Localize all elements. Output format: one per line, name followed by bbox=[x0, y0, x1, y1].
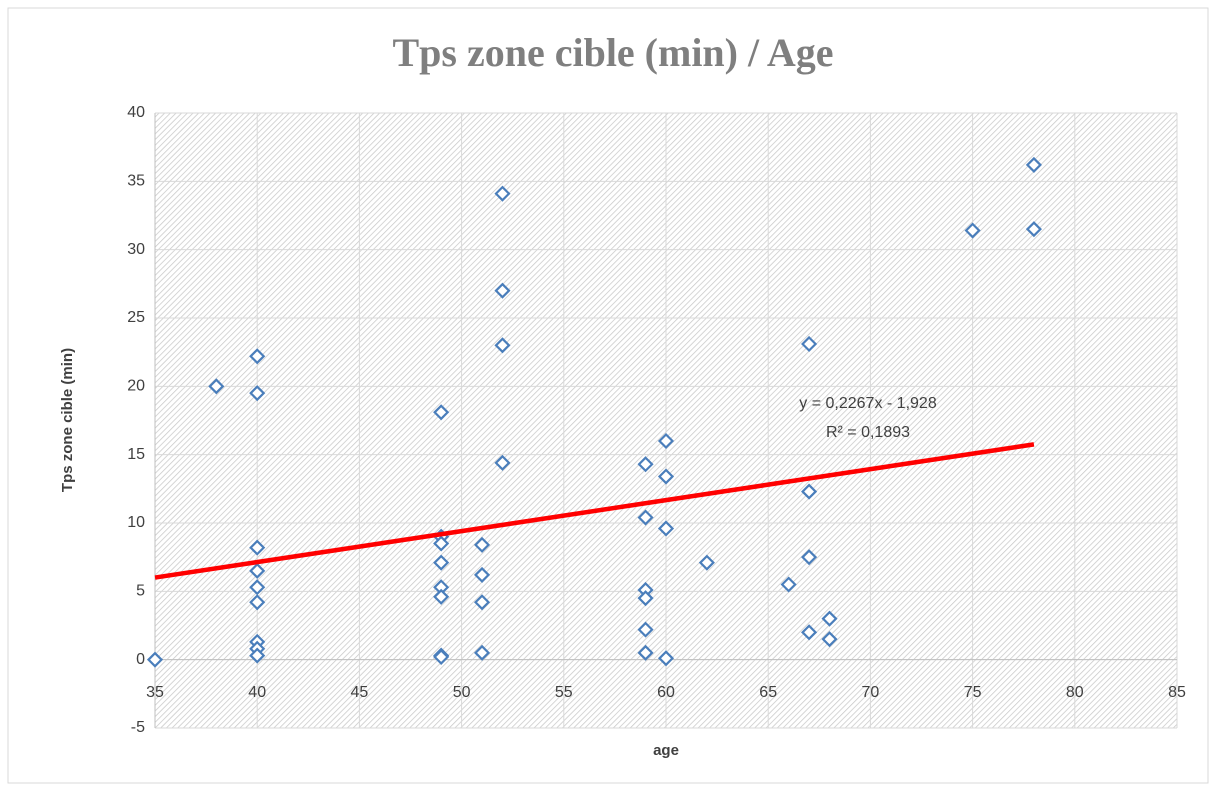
y-tick-label: -5 bbox=[131, 719, 145, 736]
point bbox=[637, 509, 654, 526]
y-tick-label: 35 bbox=[127, 173, 145, 190]
point bbox=[249, 539, 266, 556]
point bbox=[494, 337, 511, 354]
point bbox=[657, 468, 675, 485]
point bbox=[801, 549, 818, 566]
point bbox=[146, 651, 164, 668]
x-tick-label: 55 bbox=[555, 684, 573, 701]
point bbox=[821, 610, 838, 627]
y-tick-label: 0 bbox=[136, 651, 145, 668]
point bbox=[1025, 156, 1042, 173]
point bbox=[473, 566, 491, 583]
x-tick-label: 85 bbox=[1168, 684, 1186, 701]
point bbox=[964, 222, 981, 239]
trendline-r2: R² = 0,1893 bbox=[826, 424, 910, 441]
point bbox=[494, 185, 511, 202]
y-tick-label: 15 bbox=[127, 446, 145, 463]
point bbox=[698, 554, 715, 571]
point bbox=[780, 576, 797, 593]
point bbox=[801, 624, 818, 641]
point bbox=[473, 594, 491, 611]
y-axis-label: Tps zone cible (min) bbox=[59, 348, 76, 492]
point bbox=[1025, 221, 1042, 238]
point bbox=[494, 282, 511, 299]
point bbox=[433, 554, 450, 571]
point bbox=[433, 588, 450, 605]
y-tick-label: 30 bbox=[127, 241, 145, 258]
y-tick-label: 5 bbox=[136, 583, 145, 600]
trendline bbox=[154, 442, 1035, 580]
point bbox=[473, 644, 491, 661]
y-tick-label: 25 bbox=[127, 309, 145, 326]
point bbox=[821, 631, 838, 648]
point bbox=[433, 404, 450, 421]
point bbox=[208, 378, 225, 395]
point bbox=[637, 621, 654, 638]
point bbox=[801, 335, 818, 353]
x-tick-label: 40 bbox=[248, 684, 266, 701]
chart-title: Tps zone cible (min) / Age bbox=[392, 30, 833, 75]
y-tick-label: 20 bbox=[127, 378, 145, 395]
point bbox=[433, 535, 450, 552]
point bbox=[657, 520, 675, 537]
x-tick-label: 50 bbox=[453, 684, 471, 701]
x-axis-label: age bbox=[653, 742, 679, 759]
point bbox=[249, 348, 266, 365]
point bbox=[249, 562, 266, 579]
point bbox=[637, 456, 654, 473]
point bbox=[801, 483, 818, 500]
y-tick-label: 10 bbox=[127, 514, 145, 531]
point bbox=[657, 432, 675, 450]
x-tick-label: 60 bbox=[657, 684, 675, 701]
point bbox=[473, 536, 491, 553]
x-tick-label: 65 bbox=[759, 684, 777, 701]
point bbox=[249, 594, 266, 611]
point bbox=[433, 648, 450, 665]
x-tick-label: 45 bbox=[351, 684, 369, 701]
point bbox=[657, 650, 675, 667]
point bbox=[637, 590, 654, 607]
trendline-equation: y = 0,2267x - 1,928 bbox=[799, 395, 937, 412]
x-tick-label: 70 bbox=[862, 684, 880, 701]
point bbox=[249, 579, 266, 596]
point bbox=[249, 385, 266, 402]
point bbox=[249, 647, 266, 664]
point bbox=[494, 454, 511, 471]
x-tick-label: 80 bbox=[1066, 684, 1084, 701]
point bbox=[637, 644, 654, 661]
x-tick-label: 75 bbox=[964, 684, 982, 701]
y-tick-label: 40 bbox=[127, 104, 145, 121]
